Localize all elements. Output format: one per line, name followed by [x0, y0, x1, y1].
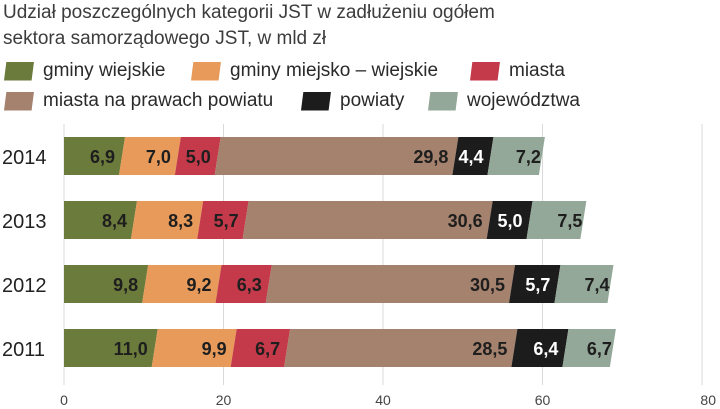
- bar-segment: [242, 201, 493, 239]
- data-label: 5,7: [525, 275, 550, 295]
- data-label: 7,2: [516, 147, 541, 167]
- bar-segment: [119, 137, 181, 175]
- bar-segment: [214, 137, 459, 175]
- legend-label: miasta na prawach powiatu: [43, 90, 274, 111]
- data-label: 6,4: [533, 339, 558, 359]
- bar-segment: [230, 329, 291, 367]
- data-label: 29,8: [413, 147, 448, 167]
- legend-label: województwa: [467, 90, 580, 111]
- legend-item-powiaty: powiaty: [301, 90, 404, 112]
- category-label: 2014: [2, 147, 47, 169]
- bar-segment: [284, 329, 518, 367]
- bar-segment: [215, 265, 272, 303]
- x-tick-label: 60: [535, 392, 551, 408]
- legend-label: gminy wiejskie: [43, 60, 166, 81]
- bar-segment: [64, 329, 158, 367]
- category-label: 2011: [2, 339, 45, 361]
- chart-legend: gminy wiejskie gminy miejsko – wiejskie …: [4, 60, 720, 120]
- legend-swatch: [470, 61, 500, 81]
- legend-swatch: [301, 91, 331, 111]
- data-label: 7,5: [557, 211, 582, 231]
- bar-segment: [526, 201, 587, 239]
- data-label: 6,7: [255, 339, 280, 359]
- data-label: 5,7: [214, 211, 239, 231]
- data-label: 8,4: [102, 211, 127, 231]
- x-tick-label: 40: [375, 392, 391, 408]
- bar-segment: [174, 137, 221, 175]
- bar-segment: [64, 137, 126, 175]
- legend-swatch: [428, 91, 458, 111]
- bar-segment: [142, 265, 222, 303]
- data-label: 9,8: [113, 275, 138, 295]
- data-label: 5,0: [186, 147, 211, 167]
- data-label: 5,0: [498, 211, 523, 231]
- x-tick-label: 20: [216, 392, 232, 408]
- data-label: 6,7: [587, 339, 612, 359]
- data-label: 9,2: [186, 275, 211, 295]
- legend-item-miasta: miasta: [470, 60, 565, 82]
- legend-item-miasta-na-prawach-powiatu: miasta na prawach powiatu: [4, 90, 273, 112]
- data-label: 28,5: [472, 339, 507, 359]
- legend-swatch: [4, 61, 34, 81]
- data-label: 7,4: [584, 275, 609, 295]
- data-label: 4,4: [458, 147, 483, 167]
- bar-segment: [487, 137, 545, 175]
- data-label: 7,0: [146, 147, 171, 167]
- bar-segment: [64, 201, 137, 239]
- legend-label: miasta: [509, 60, 565, 81]
- data-label: 6,3: [237, 275, 262, 295]
- bar-segment: [64, 265, 149, 303]
- bar-segment: [554, 265, 614, 303]
- chart-title: Udział poszczególnych kategorii JST w za…: [3, 2, 495, 49]
- bar-segment: [265, 265, 516, 303]
- category-label: 2013: [2, 211, 47, 233]
- data-label: 6,9: [90, 147, 115, 167]
- legend-item-gminy-miejsko-wiejskie: gminy miejsko – wiejskie: [191, 60, 438, 82]
- data-label: 8,3: [168, 211, 193, 231]
- legend-swatch: [191, 61, 221, 81]
- category-label: 2012: [2, 275, 47, 297]
- legend-swatch: [4, 91, 34, 111]
- bar-segment: [562, 329, 616, 367]
- bar-segment: [509, 265, 561, 303]
- bar-segment: [130, 201, 204, 239]
- x-tick-label: 80: [700, 392, 716, 408]
- bar-segment: [486, 201, 533, 239]
- bar-segment: [452, 137, 494, 175]
- bar-segment: [197, 201, 249, 239]
- bar-segment: [511, 329, 569, 367]
- data-label: 11,0: [114, 339, 148, 359]
- data-label: 9,9: [202, 339, 227, 359]
- x-tick-label: 0: [60, 392, 68, 408]
- data-label: 30,5: [470, 275, 505, 295]
- legend-label: powiaty: [340, 90, 405, 111]
- legend-item-wojewodztwa: województwa: [428, 90, 580, 112]
- bar-segment: [151, 329, 237, 367]
- legend-label: gminy miejsko – wiejskie: [230, 60, 439, 81]
- data-label: 30,6: [448, 211, 483, 231]
- legend-item-gminy-wiejskie: gminy wiejskie: [4, 60, 165, 82]
